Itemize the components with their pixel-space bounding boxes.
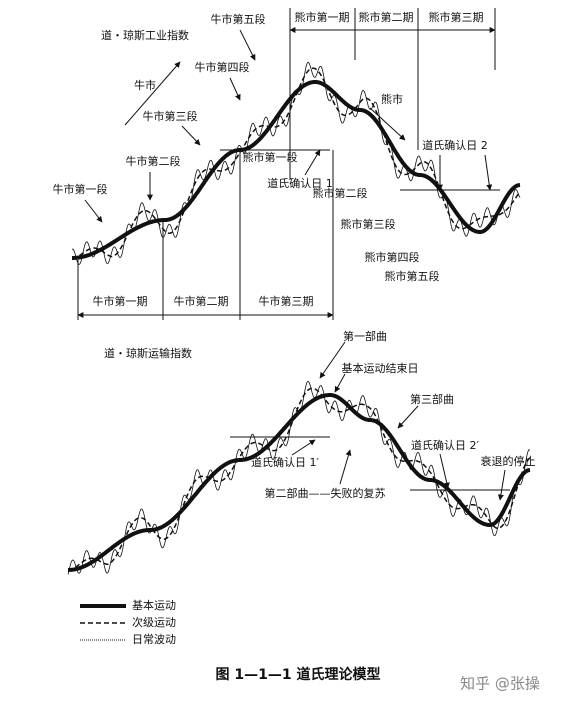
label: 道氏确认日 2′ <box>411 438 479 452</box>
label: 牛市 <box>134 78 156 92</box>
legend-label: 日常波动 <box>132 633 176 646</box>
label: 熊市第三段 <box>341 217 396 231</box>
arrow <box>397 405 419 429</box>
label: 熊市第一段 <box>243 150 298 164</box>
arrow <box>339 449 352 485</box>
top-chart: 道・琼斯工业指数 熊市第一期 熊市第二期 熊市第三期 牛市第一期 牛市第二期 牛… <box>53 8 521 320</box>
chart-title: 道・琼斯工业指数 <box>101 28 189 42</box>
arrow <box>369 107 406 141</box>
label: 基本运动结束日 <box>342 361 419 375</box>
label: 牛市第二段 <box>126 154 181 168</box>
label: 熊市第四段 <box>365 250 420 264</box>
label: 牛市第一段 <box>53 182 108 196</box>
arrow <box>304 149 321 176</box>
label: 牛市第三段 <box>143 109 198 123</box>
label: 熊市第二段 <box>313 186 368 200</box>
arrow <box>229 77 241 101</box>
label: 牛市第五段 <box>211 12 266 26</box>
arrow <box>334 373 346 393</box>
watermark: 知乎 @张操 <box>460 675 540 693</box>
label: 道氏确认日 1′ <box>251 455 319 469</box>
secondary-movement <box>72 67 521 259</box>
legend-label: 基本运动 <box>132 598 176 612</box>
arrow <box>239 29 256 61</box>
arrow <box>497 469 506 501</box>
daily-fluctuation <box>67 380 531 575</box>
arrow <box>181 125 201 146</box>
arrow <box>84 199 103 223</box>
label: 牛市第四段 <box>195 60 250 74</box>
daily-fluctuation <box>71 61 521 266</box>
phase-label: 熊市第一期 <box>295 10 350 24</box>
label: 第二部曲——失败的复苏 <box>265 486 386 500</box>
phase-label: 熊市第三期 <box>429 10 484 24</box>
label: 衰退的停止 <box>481 454 536 468</box>
label: 第一部曲 <box>343 329 387 343</box>
secondary-movement <box>67 387 531 571</box>
bottom-chart: 道・琼斯运输指数 第一部曲 基本运动结束日 第三部曲 道氏确认日 2′ 衰退的停… <box>67 329 536 575</box>
phase-label: 牛市第二期 <box>174 294 229 308</box>
arrow <box>484 154 493 191</box>
label: 熊市第五段 <box>385 269 440 283</box>
phase-label: 熊市第二期 <box>359 10 414 24</box>
chart-title: 道・琼斯运输指数 <box>104 346 192 360</box>
label: 道氏确认日 1 <box>267 176 333 190</box>
caption: 图 1—1—1 道氏理论模型 <box>216 666 381 683</box>
label: 道氏确认日 2 <box>422 138 488 152</box>
arrow <box>124 61 181 126</box>
label: 熊市 <box>381 92 403 106</box>
arrow <box>439 453 450 489</box>
arrow <box>319 341 346 379</box>
arrow <box>291 439 316 456</box>
label: 第三部曲 <box>410 392 454 406</box>
primary-movement <box>68 393 531 572</box>
legend-label: 次级运动 <box>132 615 176 629</box>
phase-label: 牛市第三期 <box>259 294 314 308</box>
phase-label: 牛市第一期 <box>93 294 148 308</box>
legend: 基本运动 次级运动 日常波动 <box>80 598 176 646</box>
